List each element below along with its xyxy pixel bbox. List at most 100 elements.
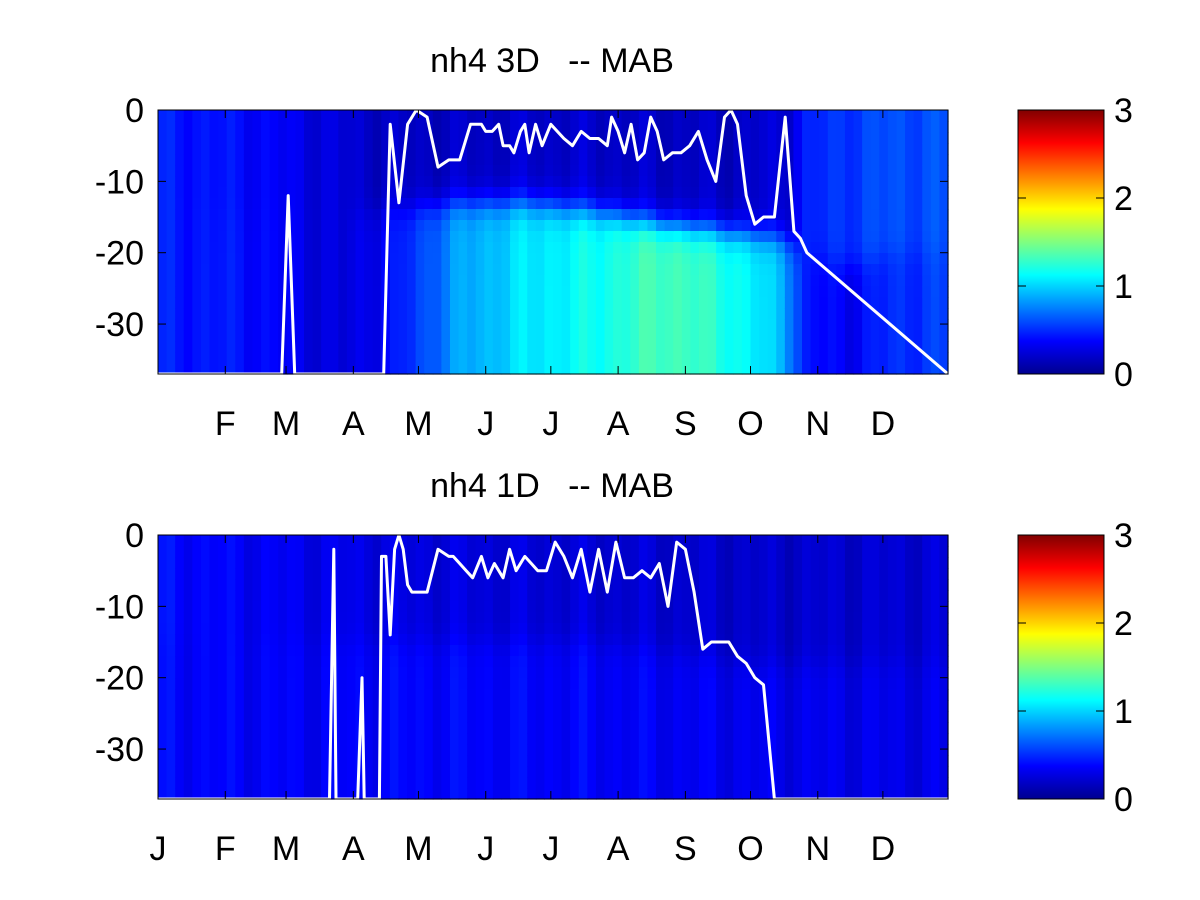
heatmap-cell [604, 700, 614, 712]
heatmap-cell [922, 722, 932, 734]
heatmap-cell [158, 689, 168, 701]
heatmap-cell [759, 634, 769, 646]
heatmap-cell [441, 143, 451, 155]
heatmap-cell [776, 667, 786, 679]
heatmap-cell [896, 143, 906, 155]
heatmap-cell [570, 667, 580, 679]
heatmap-cell [939, 755, 949, 767]
heatmap-cell [209, 253, 219, 265]
heatmap-cell [158, 297, 168, 309]
heatmap-cell [595, 667, 606, 679]
heatmap-cell [252, 623, 262, 635]
heatmap-cell [278, 546, 288, 558]
heatmap-cell [467, 286, 477, 298]
heatmap-cell [175, 286, 185, 298]
heatmap-cell [810, 286, 820, 298]
heatmap-cell [578, 700, 588, 712]
heatmap-cell [535, 242, 546, 254]
heatmap-cell [441, 121, 451, 133]
heatmap-cell [844, 645, 855, 657]
heatmap-cell [166, 165, 176, 177]
heatmap-cell [346, 777, 357, 789]
heatmap-cell [303, 645, 314, 657]
heatmap-cell [372, 579, 382, 591]
heatmap-cell [475, 722, 485, 734]
heatmap-cell [784, 744, 795, 756]
heatmap-cell [810, 154, 820, 166]
heatmap-cell [544, 722, 554, 734]
heatmap-cell [303, 535, 314, 547]
heatmap-cell [707, 363, 717, 375]
heatmap-cell [535, 352, 546, 364]
heatmap-cell [621, 590, 631, 602]
heatmap-cell [441, 623, 451, 635]
heatmap-cell [518, 242, 528, 254]
heatmap-cell [527, 165, 537, 177]
heatmap-cell [578, 242, 588, 254]
heatmap-cell [638, 154, 649, 166]
heatmap-cell [913, 231, 923, 243]
heatmap-cell [716, 308, 726, 320]
heatmap-cell [389, 601, 400, 613]
heatmap-cell [922, 601, 932, 613]
heatmap-cell [827, 121, 837, 133]
heatmap-cell [218, 297, 228, 309]
heatmap-cell [681, 667, 691, 679]
heatmap-cell [158, 165, 168, 177]
heatmap-cell [595, 623, 606, 635]
x-tick-label: J [542, 830, 559, 868]
heatmap-cell [432, 165, 442, 177]
heatmap-cell [587, 165, 597, 177]
heatmap-cell [492, 656, 503, 668]
heatmap-cell [218, 612, 228, 624]
heatmap-cell [673, 579, 683, 591]
heatmap-cell [870, 121, 880, 133]
heatmap-cell [166, 209, 176, 221]
heatmap-cell [905, 187, 915, 199]
heatmap-cell [784, 231, 795, 243]
heatmap-cell [922, 546, 932, 558]
heatmap-cell [303, 286, 314, 298]
heatmap-cell [647, 154, 657, 166]
heatmap-cell [338, 143, 348, 155]
heatmap-cell [621, 330, 631, 342]
heatmap-cell [630, 154, 640, 166]
heatmap-cell [767, 623, 777, 635]
heatmap-cell [295, 209, 305, 221]
heatmap-cell [192, 275, 202, 287]
heatmap-cell [518, 766, 528, 778]
heatmap-cell [621, 755, 631, 767]
heatmap-cell [656, 308, 666, 320]
heatmap-cell [896, 264, 906, 276]
heatmap-cell [630, 220, 640, 232]
y-tick-label: -10 [95, 588, 144, 626]
heatmap-cell [595, 363, 606, 375]
heatmap-cell [295, 645, 305, 657]
heatmap-cell [329, 220, 339, 232]
heatmap-cell [441, 634, 451, 646]
heatmap-cell [389, 198, 400, 210]
heatmap-cell [578, 590, 588, 602]
heatmap-cell [261, 645, 271, 657]
heatmap-cell [235, 176, 245, 188]
heatmap-cell [578, 722, 588, 734]
heatmap-cell [484, 165, 494, 177]
heatmap-cell [836, 253, 846, 265]
heatmap-cell [458, 733, 468, 745]
heatmap-cell [183, 187, 193, 199]
heatmap-cell [166, 623, 176, 635]
heatmap-cell [750, 286, 760, 298]
heatmap-cell [870, 154, 880, 166]
heatmap-cell [698, 231, 709, 243]
heatmap-cell [389, 623, 400, 635]
heatmap-cell [484, 788, 494, 800]
heatmap-cell [243, 220, 254, 232]
heatmap-cell [364, 132, 374, 144]
heatmap-cell [286, 557, 296, 569]
heatmap-cell [638, 623, 649, 635]
heatmap-cell [664, 634, 674, 646]
heatmap-cell [269, 187, 279, 199]
heatmap-cell [226, 275, 236, 287]
heatmap-cell [630, 253, 640, 265]
heatmap-cell [372, 209, 382, 221]
